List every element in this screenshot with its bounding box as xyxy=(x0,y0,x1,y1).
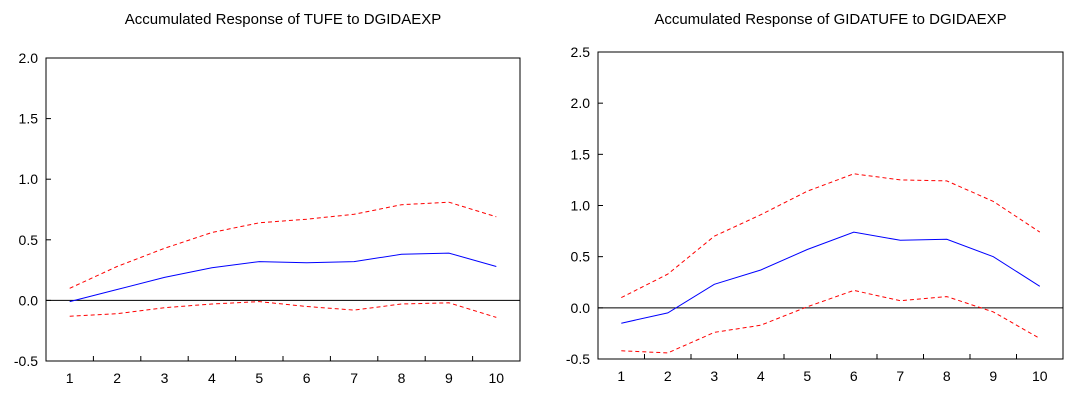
y-tick-label: 2.0 xyxy=(571,95,591,111)
lower-band-line xyxy=(69,301,497,318)
x-tick-label: 6 xyxy=(850,368,858,384)
x-tick-label: 2 xyxy=(664,368,672,384)
x-tick-label: 10 xyxy=(489,370,505,386)
x-tick-label: 1 xyxy=(66,370,74,386)
x-tick-label: 3 xyxy=(710,368,718,384)
panel-gidatufe: Accumulated Response of GIDATUFE to DGID… xyxy=(566,11,1064,384)
x-tick-label: 10 xyxy=(1032,368,1048,384)
y-tick-label: 0.0 xyxy=(571,300,591,316)
y-tick-label: -0.5 xyxy=(566,351,590,367)
y-tick-label: 1.5 xyxy=(571,146,591,162)
chart-title: Accumulated Response of TUFE to DGIDAEXP xyxy=(125,11,442,28)
lower-band-line xyxy=(621,289,1041,354)
response-line xyxy=(621,231,1041,324)
x-tick-label: 2 xyxy=(113,370,121,386)
y-tick-label: 1.0 xyxy=(19,171,39,187)
y-tick-label: 1.5 xyxy=(19,111,39,127)
x-tick-label: 7 xyxy=(896,368,904,384)
x-tick-label: 8 xyxy=(398,370,406,386)
y-tick-label: 0.0 xyxy=(19,292,39,308)
x-tick-label: 6 xyxy=(303,370,311,386)
x-tick-label: 1 xyxy=(617,368,625,384)
y-tick-label: -0.5 xyxy=(14,353,38,369)
y-tick-label: 2.5 xyxy=(571,44,591,60)
response-line xyxy=(69,252,497,303)
y-tick-label: 1.0 xyxy=(571,198,591,214)
x-tick-label: 4 xyxy=(757,368,765,384)
x-tick-label: 9 xyxy=(989,368,997,384)
x-tick-label: 4 xyxy=(208,370,216,386)
x-tick-label: 5 xyxy=(255,370,263,386)
plot-frame xyxy=(45,57,521,362)
panel-tufe: Accumulated Response of TUFE to DGIDAEXP… xyxy=(14,11,521,386)
y-tick-label: 0.5 xyxy=(571,249,591,265)
x-tick-label: 3 xyxy=(161,370,169,386)
y-tick-label: 0.5 xyxy=(19,232,39,248)
x-tick-label: 7 xyxy=(350,370,358,386)
x-tick-label: 9 xyxy=(445,370,453,386)
upper-band-line xyxy=(621,173,1041,299)
y-tick-label: 2.0 xyxy=(19,50,39,66)
x-tick-label: 5 xyxy=(803,368,811,384)
x-tick-label: 8 xyxy=(943,368,951,384)
upper-band-line xyxy=(69,201,497,289)
chart-title: Accumulated Response of GIDATUFE to DGID… xyxy=(654,11,1006,28)
